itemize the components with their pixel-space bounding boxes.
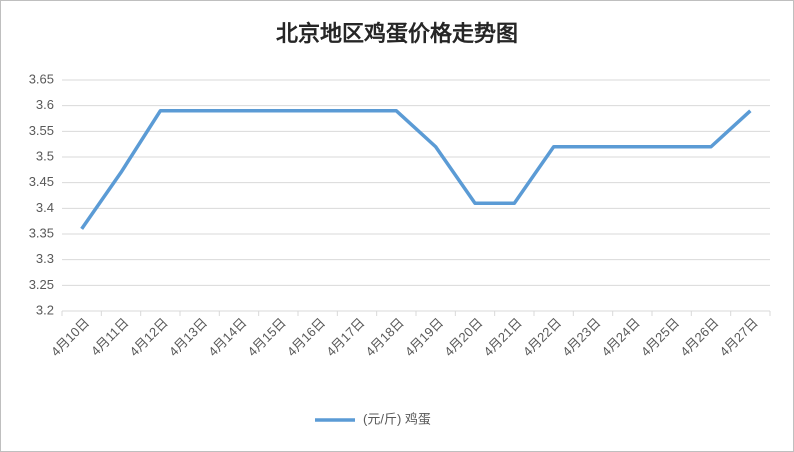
y-tick-label: 3.55 [29, 123, 54, 138]
y-tick-label: 3.35 [29, 225, 54, 240]
y-tick-label: 3.65 [29, 71, 54, 86]
y-tick-label: 3.45 [29, 174, 54, 189]
y-tick-label: 3.4 [36, 200, 54, 215]
y-tick-label: 3.6 [36, 97, 54, 112]
chart-title: 北京地区鸡蛋价格走势图 [276, 21, 518, 46]
y-tick-label: 3.3 [36, 251, 54, 266]
y-tick-label: 3.5 [36, 148, 54, 163]
y-tick-label: 3.25 [29, 277, 54, 292]
legend-label: (元/斤) 鸡蛋 [363, 411, 431, 426]
series-line [80, 109, 752, 230]
y-tick-label: 3.2 [36, 302, 54, 317]
